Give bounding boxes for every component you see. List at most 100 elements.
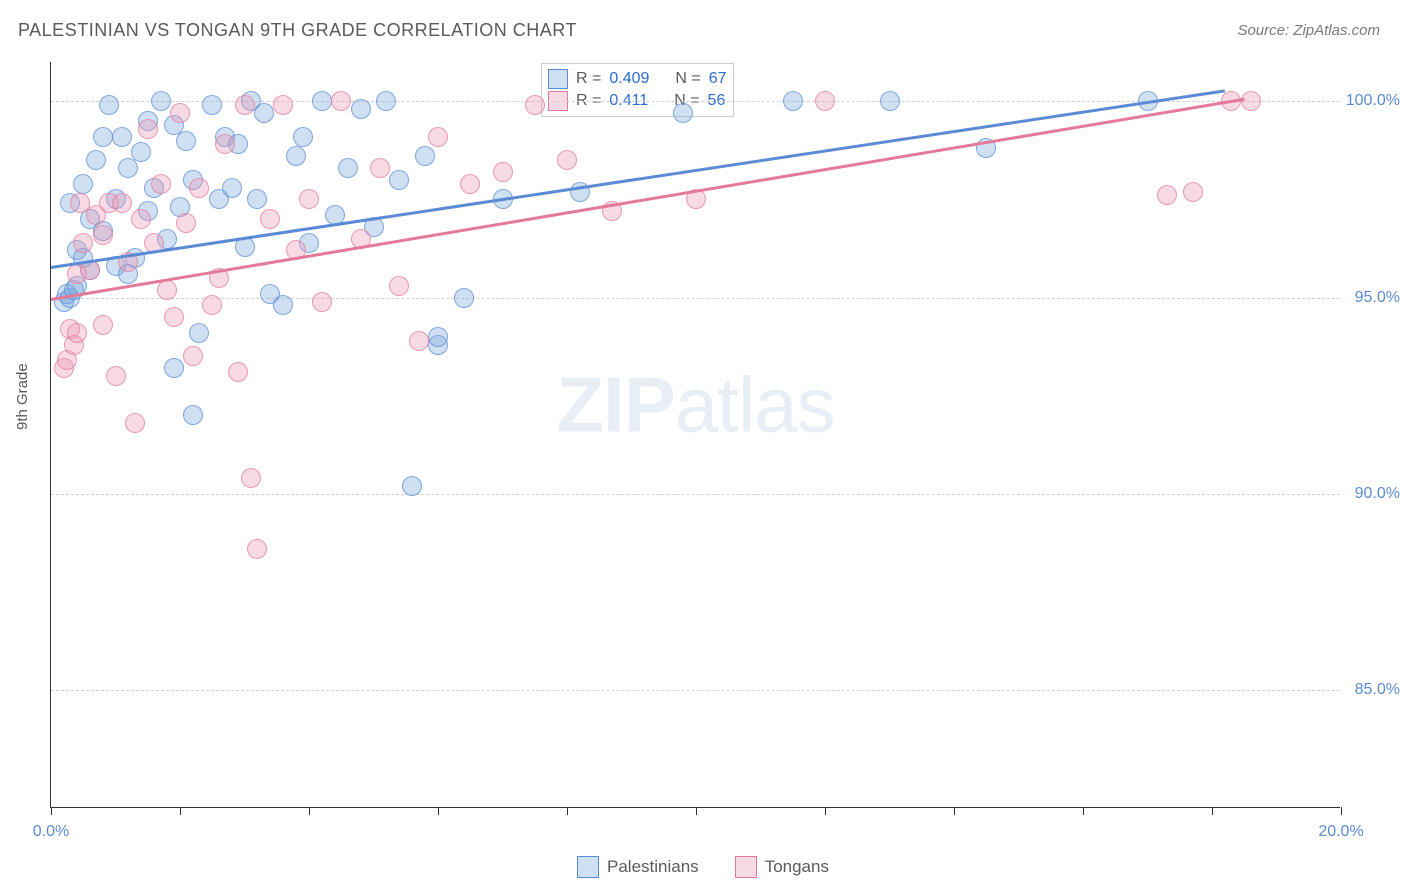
scatter-point — [176, 213, 196, 233]
scatter-point — [254, 103, 274, 123]
y-tick-label: 85.0% — [1345, 681, 1400, 699]
x-tick — [825, 807, 826, 815]
scatter-point — [164, 307, 184, 327]
scatter-point — [131, 209, 151, 229]
scatter-point — [73, 233, 93, 253]
x-tick — [954, 807, 955, 815]
scatter-point — [99, 95, 119, 115]
y-axis-label: 9th Grade — [14, 363, 31, 430]
scatter-point — [125, 413, 145, 433]
y-tick-label: 95.0% — [1345, 289, 1400, 307]
scatter-point — [415, 146, 435, 166]
series-legend: Palestinians Tongans — [0, 856, 1406, 878]
scatter-point — [273, 95, 293, 115]
scatter-point — [112, 127, 132, 147]
legend-swatch-icon — [577, 856, 599, 878]
source-label: Source: ZipAtlas.com — [1237, 22, 1380, 39]
scatter-point — [106, 366, 126, 386]
x-tick — [567, 807, 568, 815]
legend-label: Tongans — [765, 857, 829, 877]
scatter-point — [183, 405, 203, 425]
scatter-point — [215, 134, 235, 154]
scatter-point — [454, 288, 474, 308]
scatter-point — [389, 170, 409, 190]
x-tick — [438, 807, 439, 815]
scatter-point — [183, 346, 203, 366]
gridline-h — [51, 298, 1340, 299]
scatter-point — [170, 103, 190, 123]
scatter-point — [157, 280, 177, 300]
r-label: R = — [576, 70, 601, 88]
x-tick — [1212, 807, 1213, 815]
watermark: ZIPatlas — [556, 359, 834, 450]
scatter-point — [312, 91, 332, 111]
x-tick — [1083, 807, 1084, 815]
scatter-point — [247, 539, 267, 559]
scatter-point — [286, 146, 306, 166]
n-value: 67 — [709, 70, 727, 88]
scatter-point — [493, 162, 513, 182]
scatter-point — [247, 189, 267, 209]
x-tick — [180, 807, 181, 815]
n-label: N = — [675, 70, 700, 88]
scatter-point — [228, 362, 248, 382]
scatter-point — [409, 331, 429, 351]
scatter-point — [202, 295, 222, 315]
legend-item: Tongans — [735, 856, 829, 878]
scatter-point — [189, 178, 209, 198]
stat-row: R = 0.409 N = 67 — [548, 68, 727, 90]
x-tick — [309, 807, 310, 815]
scatter-point — [370, 158, 390, 178]
scatter-point — [93, 315, 113, 335]
scatter-point — [73, 174, 93, 194]
scatter-point — [299, 189, 319, 209]
scatter-point — [673, 103, 693, 123]
scatter-point — [1183, 182, 1203, 202]
scatter-point — [93, 225, 113, 245]
scatter-point — [293, 127, 313, 147]
gridline-h — [51, 494, 1340, 495]
legend-item: Palestinians — [577, 856, 699, 878]
scatter-point — [176, 131, 196, 151]
scatter-point — [138, 119, 158, 139]
chart-title: PALESTINIAN VS TONGAN 9TH GRADE CORRELAT… — [18, 20, 577, 41]
x-tick — [1341, 807, 1342, 815]
y-tick-label: 90.0% — [1345, 485, 1400, 503]
scatter-point — [331, 91, 351, 111]
scatter-point — [389, 276, 409, 296]
scatter-point — [202, 95, 222, 115]
scatter-point — [376, 91, 396, 111]
scatter-point — [402, 476, 422, 496]
scatter-point — [67, 323, 87, 343]
scatter-point — [151, 174, 171, 194]
scatter-point — [525, 95, 545, 115]
scatter-point — [815, 91, 835, 111]
scatter-point — [880, 91, 900, 111]
legend-label: Palestinians — [607, 857, 699, 877]
watermark-bold: ZIP — [556, 360, 674, 448]
stats-legend-box: R =0.409N =67R =0.411N =56 — [541, 63, 734, 117]
scatter-point — [112, 193, 132, 213]
scatter-point — [557, 150, 577, 170]
scatter-point — [222, 178, 242, 198]
x-tick-label: 0.0% — [33, 823, 69, 841]
x-tick-label: 20.0% — [1318, 823, 1363, 841]
scatter-point — [428, 327, 448, 347]
scatter-point — [93, 127, 113, 147]
chart-plot-area: ZIPatlas R =0.409N =67R =0.411N =56 85.0… — [50, 62, 1340, 808]
scatter-point — [351, 99, 371, 119]
scatter-point — [460, 174, 480, 194]
gridline-h — [51, 690, 1340, 691]
scatter-point — [241, 468, 261, 488]
scatter-point — [428, 127, 448, 147]
scatter-point — [1241, 91, 1261, 111]
scatter-point — [312, 292, 332, 312]
legend-swatch-icon — [548, 69, 568, 89]
watermark-light: atlas — [675, 360, 835, 448]
x-tick — [51, 807, 52, 815]
scatter-point — [260, 209, 280, 229]
y-tick-label: 100.0% — [1345, 92, 1400, 110]
r-value: 0.409 — [609, 70, 649, 88]
scatter-point — [338, 158, 358, 178]
scatter-point — [86, 150, 106, 170]
